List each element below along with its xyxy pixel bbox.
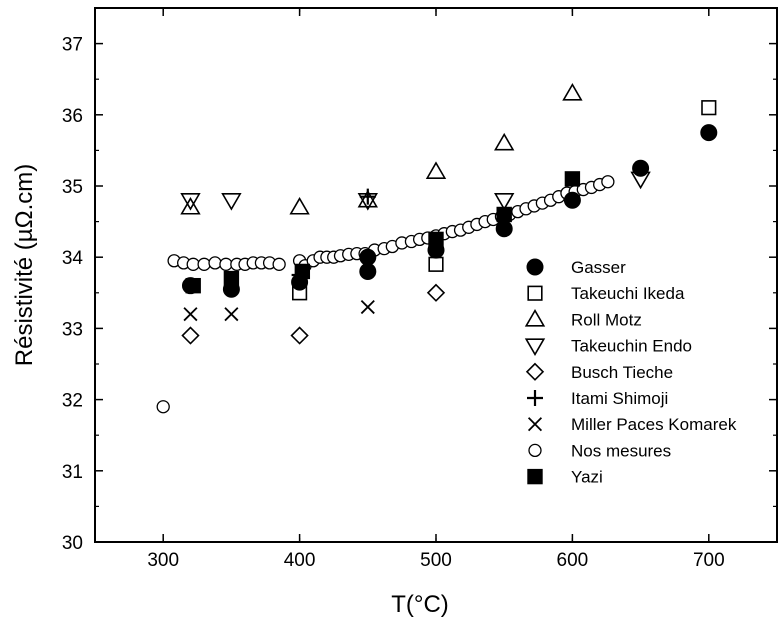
legend-item: Busch Tieche (525, 362, 673, 382)
y-axis-label: Résistivité (µΩ.cm) (11, 164, 38, 366)
x-tick-label: 400 (284, 550, 316, 571)
data-point (701, 100, 717, 116)
legend-marker (524, 309, 546, 327)
y-axis-ticks: 30 31 32 33 34 35 36 37 (62, 35, 777, 554)
legend-marker (524, 338, 546, 356)
legend-marker (527, 285, 543, 301)
legend-marker (526, 258, 544, 276)
data-point (428, 256, 444, 272)
legend-label: Itami Shimoji (571, 389, 668, 408)
data-point (494, 132, 515, 151)
data-point (180, 196, 201, 215)
data-point (601, 175, 615, 189)
data-point (180, 193, 201, 211)
data-point (700, 124, 718, 142)
legend-label: Busch Tieche (571, 363, 673, 382)
data-point (183, 307, 198, 322)
data-point (359, 262, 377, 280)
data-point (425, 161, 447, 179)
data-point (564, 171, 581, 187)
data-point (495, 220, 513, 238)
series-yazi (185, 171, 581, 294)
legend-label: Takeuchi Ikeda (571, 284, 685, 303)
series-takeuchi-ikeda (291, 100, 717, 301)
legend-item: Miller Paces Komarek (527, 415, 737, 434)
data-point (156, 400, 170, 414)
plot-frame (94, 7, 778, 543)
data-point (186, 257, 200, 271)
data-point (221, 193, 242, 211)
legend-label: Gasser (571, 258, 626, 277)
legend: Gasser Takeuchi Ikeda Roll Motz Takeuchin … (524, 258, 737, 487)
y-tick-label: 35 (62, 177, 83, 198)
x-axis-ticks: 300 400 500 600 700 (147, 8, 725, 571)
legend-item: Roll Motz (524, 309, 642, 329)
legend-item: Takeuchi Ikeda (527, 284, 685, 303)
legend-item: Itami Shimoji (527, 389, 668, 408)
x-tick-label: 300 (147, 550, 179, 571)
data-point (360, 300, 375, 315)
legend-label: Takeuchin Endo (571, 337, 692, 356)
data-point (428, 231, 444, 248)
data-point (426, 283, 446, 302)
y-tick-label: 33 (62, 319, 83, 340)
legend-label: Miller Paces Komarek (571, 415, 737, 434)
plot-border (94, 7, 778, 543)
data-point (563, 191, 581, 209)
x-tick-label: 600 (557, 550, 589, 571)
x-axis-label: T(°C) (391, 591, 449, 618)
data-marks (156, 83, 718, 414)
legend-item: Yazi (527, 468, 603, 487)
data-point (289, 196, 310, 215)
data-point (562, 83, 583, 101)
y-tick-label: 31 (62, 462, 83, 483)
data-point (359, 188, 376, 205)
data-point (223, 270, 240, 287)
y-tick-label: 34 (62, 248, 84, 269)
series-gasser (181, 124, 718, 298)
y-tick-label: 37 (62, 35, 83, 56)
legend-item: Gasser (526, 258, 626, 277)
x-tick-label: 700 (693, 550, 725, 571)
data-point (181, 326, 200, 345)
series-miller-paces-komarek (183, 300, 375, 322)
data-point (208, 256, 222, 270)
data-point (272, 257, 286, 271)
legend-label: Roll Motz (571, 310, 642, 329)
data-point (632, 159, 650, 177)
legend-label: Yazi (571, 468, 603, 487)
legend-marker (527, 390, 543, 406)
data-point (224, 307, 239, 322)
y-tick-label: 36 (62, 106, 83, 127)
data-point (185, 277, 201, 294)
data-point (359, 248, 377, 266)
data-point (290, 326, 309, 345)
y-tick-label: 30 (62, 533, 83, 554)
y-tick-label: 32 (62, 391, 83, 412)
legend-item: Takeuchin Endo (524, 337, 692, 356)
data-point (357, 189, 378, 208)
data-point (496, 206, 512, 223)
data-point (219, 257, 233, 271)
legend-item: Nos mesures (528, 441, 671, 460)
x-tick-label: 500 (420, 550, 452, 571)
legend-label: Nos mesures (571, 441, 671, 460)
data-point (294, 263, 311, 280)
series-roll-motz (180, 83, 583, 215)
legend-marker (527, 468, 543, 485)
legend-marker (527, 417, 543, 432)
legend-marker (528, 443, 542, 458)
legend-marker (525, 362, 545, 381)
data-point (494, 193, 515, 211)
series-busch-tieche (181, 283, 446, 345)
data-point (197, 257, 211, 271)
